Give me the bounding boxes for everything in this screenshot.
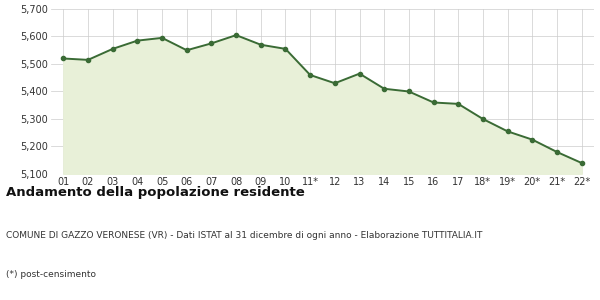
Text: Andamento della popolazione residente: Andamento della popolazione residente (6, 186, 305, 199)
Text: (*) post-censimento: (*) post-censimento (6, 270, 96, 279)
Text: COMUNE DI GAZZO VERONESE (VR) - Dati ISTAT al 31 dicembre di ogni anno - Elabora: COMUNE DI GAZZO VERONESE (VR) - Dati IST… (6, 231, 482, 240)
